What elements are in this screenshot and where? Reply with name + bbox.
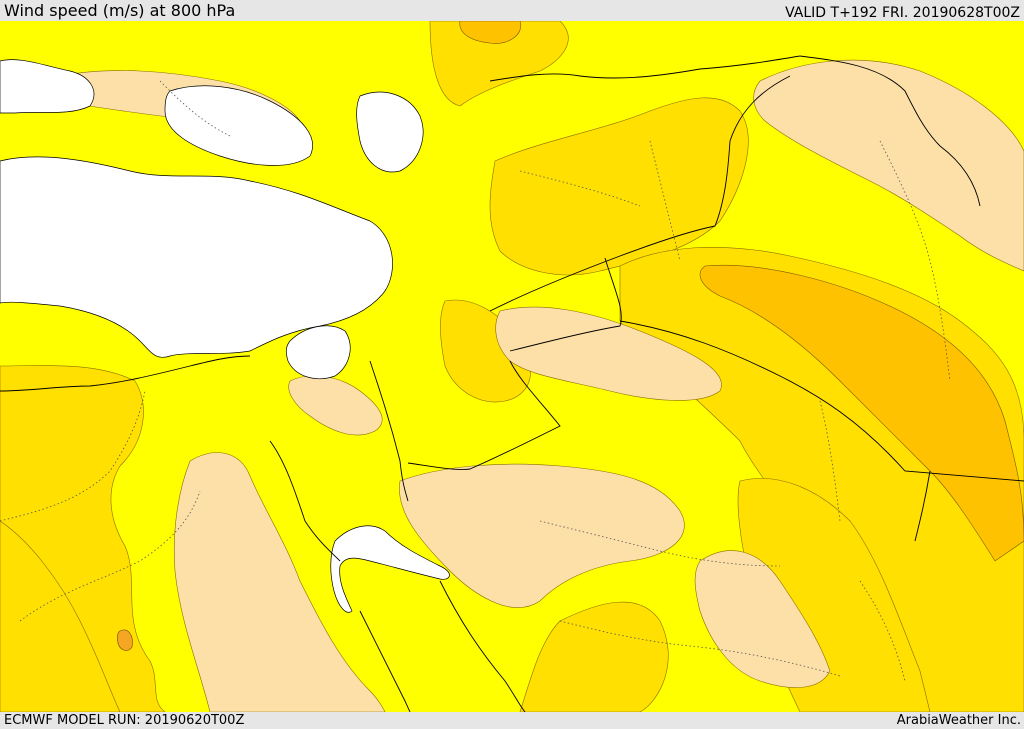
wind-band-saudi-north-light <box>399 463 685 608</box>
wind-band-levant-east <box>489 97 749 276</box>
wind-band-saudi-south <box>519 601 669 712</box>
wind-band-sinai-light <box>288 375 383 436</box>
mediterranean-sea <box>0 156 393 358</box>
footer-bar: ECMWF MODEL RUN: 20190620T00Z ArabiaWeat… <box>0 712 1024 729</box>
aegean-sea <box>0 59 95 114</box>
wind-band-north-turkey <box>429 21 569 107</box>
wind-band-gulf-light <box>694 550 831 688</box>
country-borders <box>0 55 1024 712</box>
wind-speed-map <box>0 21 1024 712</box>
wind-band-iraq-core <box>699 264 1024 562</box>
cyprus-sea <box>356 91 424 173</box>
header-bar: Wind speed (m/s) at 800 hPa VALID T+192 … <box>0 0 1024 21</box>
map-title: Wind speed (m/s) at 800 hPa <box>4 1 236 20</box>
admin-boundaries <box>0 80 951 682</box>
black-sea-inlet <box>164 85 313 166</box>
wind-band-iran-light <box>753 59 1024 272</box>
credit-label: ArabiaWeather Inc. <box>896 713 1021 728</box>
wind-band-peak-spot <box>117 629 133 651</box>
model-run-label: ECMWF MODEL RUN: 20190620T00Z <box>4 713 245 728</box>
map-canvas <box>0 21 1024 712</box>
wind-band-egypt-light <box>173 452 386 712</box>
valid-time-label: VALID T+192 FRI. 20190628T00Z <box>785 5 1020 21</box>
wind-band-north-peak <box>459 21 522 44</box>
levant-coast-sea <box>285 325 351 380</box>
gulf-of-suez <box>330 525 450 613</box>
wind-band-sudan <box>0 520 121 712</box>
